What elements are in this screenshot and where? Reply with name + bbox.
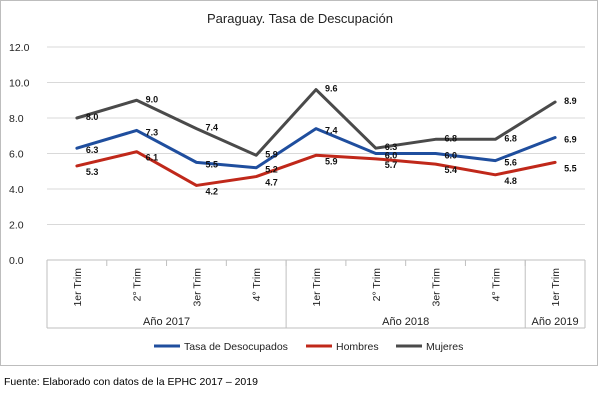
x-tick-label: 4° Trim — [490, 268, 502, 302]
data-label: 4.8 — [504, 176, 517, 186]
data-label: 5.7 — [385, 160, 398, 170]
x-tick-label: 1er Trim — [72, 268, 84, 307]
data-label: 6.3 — [86, 145, 99, 155]
data-label: 4.2 — [205, 186, 218, 196]
y-tick-label: 0.0 — [9, 255, 24, 267]
x-tick-label: 3er Trim — [191, 268, 203, 307]
data-label: 9.6 — [325, 84, 338, 94]
series-line — [75, 150, 557, 187]
data-label: 6.0 — [385, 151, 398, 161]
group-label: Año 2017 — [143, 316, 190, 328]
data-label: 9.0 — [146, 94, 159, 104]
data-label: 7.4 — [325, 126, 338, 136]
legend-label: Hombres — [336, 341, 379, 353]
data-label: 5.2 — [265, 165, 278, 175]
data-label: 6.3 — [385, 142, 398, 152]
data-label: 5.9 — [325, 156, 338, 166]
legend-label: Tasa de Desocupados — [184, 341, 288, 353]
data-label: 7.4 — [205, 123, 218, 133]
y-tick-label: 10.0 — [9, 78, 30, 90]
group-label: Año 2018 — [382, 316, 429, 328]
data-label: 8.9 — [564, 96, 577, 106]
data-label: 6.0 — [445, 151, 458, 161]
series-line — [75, 127, 557, 170]
data-label: 7.3 — [146, 127, 159, 137]
y-tick-label: 8.0 — [9, 113, 24, 125]
data-label: 4.7 — [265, 178, 278, 188]
data-label: 5.9 — [265, 149, 278, 159]
data-label: 6.8 — [445, 133, 458, 143]
x-tick-label: 1er Trim — [550, 268, 562, 307]
group-label: Año 2019 — [532, 316, 579, 328]
data-label: 6.1 — [146, 153, 159, 163]
y-tick-label: 12.0 — [9, 42, 30, 54]
x-tick-label: 4° Trim — [251, 268, 263, 302]
legend-label: Mujeres — [426, 341, 463, 353]
data-label: 5.3 — [86, 167, 99, 177]
data-label: 6.8 — [504, 133, 517, 143]
line-chart: Paraguay. Tasa de Descupación 0.0 2.0 4.0 6.… — [9, 11, 586, 353]
x-tick-label: 2° Trim — [132, 268, 144, 302]
data-label: 5.6 — [504, 158, 517, 168]
y-tick-label: 2.0 — [9, 220, 24, 232]
series-line — [75, 88, 557, 157]
data-label: 5.5 — [564, 163, 577, 173]
x-tick-label: 3er Trim — [431, 268, 443, 307]
chart-title: Paraguay. Tasa de Descupación — [207, 11, 393, 26]
y-tick-label: 4.0 — [9, 184, 24, 196]
x-tick-label: 2° Trim — [371, 268, 383, 302]
data-label: 6.9 — [564, 135, 577, 145]
data-label: 5.5 — [205, 159, 218, 169]
data-label: 8.0 — [86, 112, 99, 122]
data-label: 5.4 — [445, 165, 458, 175]
chart-frame: Paraguay. Tasa de Descupación 0.0 2.0 4.0 6.… — [0, 0, 598, 366]
source-note: Fuente: Elaborado con datos de la EPHC 2… — [4, 376, 258, 388]
y-tick-label: 6.0 — [9, 149, 24, 161]
x-tick-label: 1er Trim — [311, 268, 323, 307]
